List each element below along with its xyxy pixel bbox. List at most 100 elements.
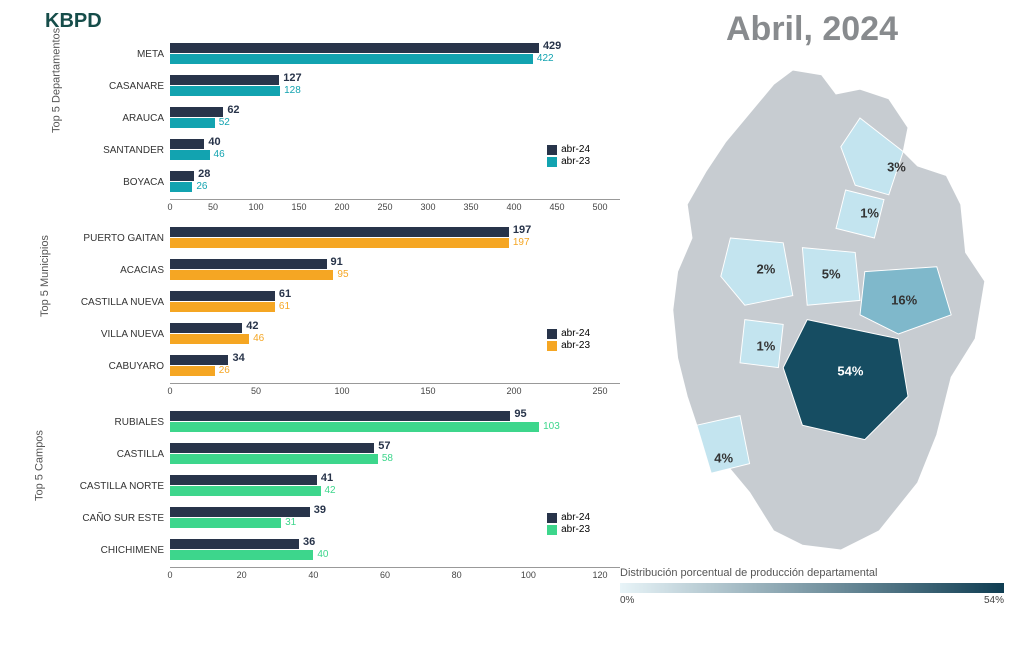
bar-canvas: 95103 xyxy=(170,407,620,437)
value-current: 57 xyxy=(378,440,390,452)
legend-swatch xyxy=(547,145,557,155)
legend-label: abr-23 xyxy=(561,156,590,167)
value-current: 36 xyxy=(303,536,315,548)
category-label: RUBIALES xyxy=(72,417,170,428)
axis-tick: 50 xyxy=(251,386,261,396)
map-percentage-label: 4% xyxy=(714,450,733,465)
category-label: ARAUCA xyxy=(72,113,170,124)
axis-tick: 40 xyxy=(308,570,318,580)
bar-canvas: 9195 xyxy=(170,255,620,285)
bar-previous xyxy=(170,238,509,248)
category-label: CABUYARO xyxy=(72,361,170,372)
bar-previous xyxy=(170,518,281,528)
bar-current xyxy=(170,227,509,237)
category-label: CASTILLA xyxy=(72,449,170,460)
value-current: 91 xyxy=(331,256,343,268)
map-percentage-label: 1% xyxy=(860,206,879,221)
axis-tick: 300 xyxy=(420,202,435,212)
bar-previous xyxy=(170,86,280,96)
bar-previous xyxy=(170,270,333,280)
bar-current xyxy=(170,139,204,149)
bar-row: CHICHIMENE3640 xyxy=(72,535,620,565)
legend-item: abr-23 xyxy=(547,156,590,167)
category-label: PUERTO GAITAN xyxy=(72,233,170,244)
value-previous: 46 xyxy=(214,149,225,160)
value-previous: 197 xyxy=(513,237,530,248)
legend-swatch xyxy=(547,341,557,351)
chart-legend: abr-24abr-23 xyxy=(547,328,590,352)
category-label: CASANARE xyxy=(72,81,170,92)
bar-row: SANTANDER4046 xyxy=(72,135,620,165)
x-axis: 020406080100120 xyxy=(170,567,620,583)
bar-current xyxy=(170,323,242,333)
bar-row: CASTILLA NORTE4142 xyxy=(72,471,620,501)
chart-legend: abr-24abr-23 xyxy=(547,512,590,536)
charts-container: Top 5 DepartamentosMETA429422CASANARE127… xyxy=(20,39,620,583)
value-current: 41 xyxy=(321,472,333,484)
month-title: Abril, 2024 xyxy=(620,10,1004,49)
axis-tick: 350 xyxy=(463,202,478,212)
bar-previous xyxy=(170,366,215,376)
axis-tick: 50 xyxy=(208,202,218,212)
bar-current xyxy=(170,443,374,453)
axis-tick: 200 xyxy=(506,386,521,396)
chart-rot-label: Top 5 Municipios xyxy=(39,235,51,317)
map-svg xyxy=(620,55,1004,565)
axis-tick: 80 xyxy=(452,570,462,580)
legend-label: abr-24 xyxy=(561,144,590,155)
bar-row: BOYACA2826 xyxy=(72,167,620,197)
chart-block: Top 5 CamposRUBIALES95103CASTILLA5758CAS… xyxy=(20,407,620,583)
bar-row: CAÑO SUR ESTE3931 xyxy=(72,503,620,533)
bar-canvas: 4142 xyxy=(170,471,620,501)
legend-item: abr-23 xyxy=(547,340,590,351)
axis-tick: 0 xyxy=(167,202,172,212)
bar-previous xyxy=(170,302,275,312)
axis-tick: 500 xyxy=(592,202,607,212)
chart-rot-label: Top 5 Departamentos xyxy=(51,28,63,133)
value-current: 197 xyxy=(513,224,531,236)
value-previous: 95 xyxy=(337,269,348,280)
bar-previous xyxy=(170,422,539,432)
map-percentage-label: 5% xyxy=(822,267,841,282)
value-previous: 61 xyxy=(279,301,290,312)
colombia-map: 3%1%2%5%16%1%54%4% xyxy=(620,55,1004,565)
category-label: CASTILLA NUEVA xyxy=(72,297,170,308)
chart-block: Top 5 MunicipiosPUERTO GAITAN197197ACACI… xyxy=(20,223,620,399)
legend-item: abr-24 xyxy=(547,328,590,339)
value-previous: 46 xyxy=(253,333,264,344)
category-label: CAÑO SUR ESTE xyxy=(72,513,170,524)
value-previous: 52 xyxy=(219,117,230,128)
legend-label: abr-24 xyxy=(561,328,590,339)
x-axis: 050100150200250 xyxy=(170,383,620,399)
legend-item: abr-24 xyxy=(547,144,590,155)
bars-area: META429422CASANARE127128ARAUCA6252SANTAN… xyxy=(72,39,620,215)
bar-canvas: 197197 xyxy=(170,223,620,253)
bar-previous xyxy=(170,486,321,496)
category-label: ACACIAS xyxy=(72,265,170,276)
bar-current xyxy=(170,355,228,365)
bar-previous xyxy=(170,182,192,192)
axis-tick: 400 xyxy=(506,202,521,212)
chart-rot-label: Top 5 Campos xyxy=(33,430,45,501)
bar-row: ACACIAS9195 xyxy=(72,255,620,285)
bar-current xyxy=(170,107,223,117)
bar-current xyxy=(170,507,310,517)
axis-tick: 60 xyxy=(380,570,390,580)
bar-canvas: 3426 xyxy=(170,351,620,381)
bar-previous xyxy=(170,454,378,464)
map-percentage-label: 3% xyxy=(887,160,906,175)
map-gradient-bar xyxy=(620,583,1004,593)
value-previous: 42 xyxy=(325,485,336,496)
bar-canvas: 2826 xyxy=(170,167,620,197)
category-label: VILLA NUEVA xyxy=(72,329,170,340)
gradient-min: 0% xyxy=(620,595,634,606)
map-percentage-label: 1% xyxy=(757,338,776,353)
value-current: 39 xyxy=(314,504,326,516)
bar-canvas: 6252 xyxy=(170,103,620,133)
bar-row: CASANARE127128 xyxy=(72,71,620,101)
axis-tick: 0 xyxy=(167,386,172,396)
value-current: 40 xyxy=(208,136,220,148)
legend-swatch xyxy=(547,157,557,167)
bar-row: VILLA NUEVA4246 xyxy=(72,319,620,349)
category-label: META xyxy=(72,49,170,60)
